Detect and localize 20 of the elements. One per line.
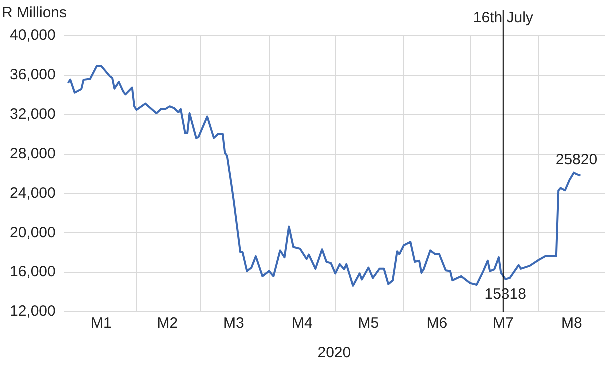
y-tick-label: 16,000 [10,264,56,281]
x-tick-label: M7 [492,315,514,332]
x-tick-label: M6 [426,315,448,332]
x-tick-label: M1 [91,315,112,332]
x-axis-title: 2020 [318,344,352,362]
y-tick-label: 12,000 [10,303,56,320]
ref-line-label: 16th July [473,10,534,27]
y-tick-label: 20,000 [10,224,56,242]
annotation: 25820 [556,151,598,168]
y-tick-label: 40,000 [10,27,56,44]
y-tick-label: 36,000 [10,66,56,84]
y-axis-title: R Millions [2,4,68,22]
x-tick-label: M2 [157,315,178,332]
x-tick-label: M8 [561,315,582,332]
y-tick-label: 28,000 [10,145,56,162]
x-tick-label: M5 [358,315,380,332]
y-tick-label: 24,000 [10,184,56,202]
x-tick-label: M4 [292,315,313,332]
y-tick-label: 32,000 [10,106,56,123]
x-tick-label: M3 [224,315,244,332]
